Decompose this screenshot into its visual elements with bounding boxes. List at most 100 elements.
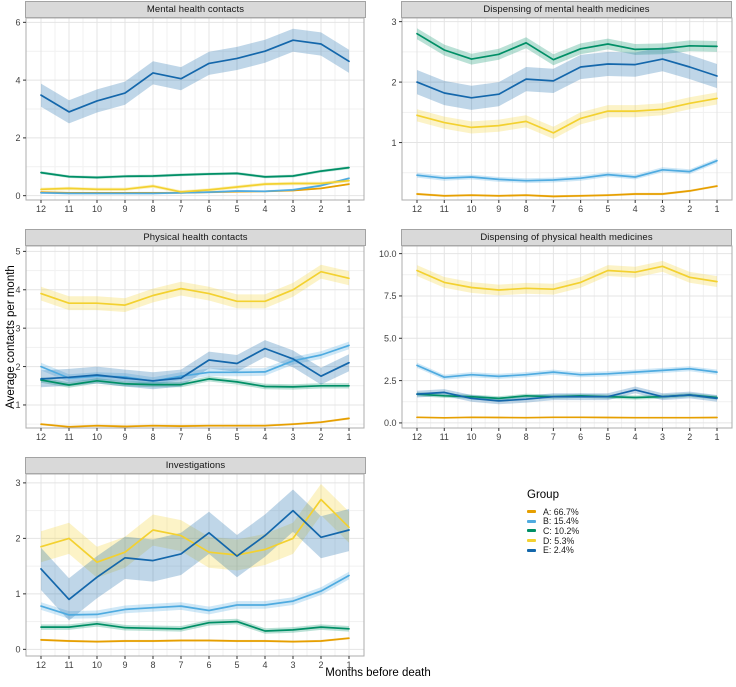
svg-text:3: 3 bbox=[660, 204, 665, 214]
legend-item-C: C: 10.2% bbox=[527, 526, 657, 536]
svg-text:3: 3 bbox=[15, 323, 20, 333]
svg-text:10: 10 bbox=[467, 432, 477, 442]
svg-text:6: 6 bbox=[206, 204, 211, 214]
svg-text:3: 3 bbox=[290, 204, 295, 214]
svg-text:7: 7 bbox=[178, 432, 183, 442]
svg-text:1: 1 bbox=[391, 138, 396, 148]
svg-text:11: 11 bbox=[64, 204, 73, 214]
legend-items: A: 66.7% B: 15.4% C: 10.2% D: 5.3% E: 2.4% bbox=[527, 507, 657, 555]
svg-text:8: 8 bbox=[150, 432, 155, 442]
svg-text:4: 4 bbox=[633, 432, 638, 442]
svg-text:8: 8 bbox=[150, 204, 155, 214]
svg-text:2: 2 bbox=[318, 204, 323, 214]
svg-text:8: 8 bbox=[524, 204, 529, 214]
svg-text:3: 3 bbox=[660, 432, 665, 442]
facet-investigations: Investigations 0 1 2 3 12 11 10 9 8 7 6 5 4 3 2 1 bbox=[0, 456, 368, 684]
svg-text:7: 7 bbox=[551, 204, 556, 214]
svg-text:3: 3 bbox=[290, 660, 295, 670]
svg-text:1: 1 bbox=[15, 589, 20, 599]
svg-text:12: 12 bbox=[36, 204, 46, 214]
svg-text:8: 8 bbox=[524, 432, 529, 442]
facet-physical-health-contacts: Physical health contacts 1 2 3 4 5 12 11 10 9 8 7 6… bbox=[0, 228, 368, 456]
svg-text:6: 6 bbox=[15, 18, 20, 28]
svg-text:12: 12 bbox=[36, 660, 46, 670]
panel-plot-dispensing-physical-health-medicines: 0.0 2.5 5.0 7.5 10.0 12 11 10 9 8 7 6 5 4 3 2 1 bbox=[379, 245, 733, 442]
svg-text:10: 10 bbox=[467, 204, 477, 214]
svg-text:10: 10 bbox=[92, 660, 102, 670]
svg-text:2: 2 bbox=[318, 660, 323, 670]
legend-label: E: 2.4% bbox=[543, 545, 574, 556]
svg-text:1: 1 bbox=[346, 660, 351, 670]
svg-text:4: 4 bbox=[15, 285, 20, 295]
svg-text:2: 2 bbox=[318, 432, 323, 442]
svg-text:5: 5 bbox=[234, 432, 239, 442]
legend-key-line-D bbox=[527, 539, 536, 543]
svg-text:7.5: 7.5 bbox=[384, 291, 397, 301]
svg-text:4: 4 bbox=[262, 204, 267, 214]
svg-text:12: 12 bbox=[412, 204, 422, 214]
legend-item-B: B: 15.4% bbox=[527, 516, 657, 526]
legend: Group A: 66.7% B: 15.4% C: 10.2% D: 5.3% E: … bbox=[527, 489, 657, 555]
svg-text:3: 3 bbox=[290, 432, 295, 442]
svg-text:2: 2 bbox=[687, 432, 692, 442]
svg-text:9: 9 bbox=[122, 204, 127, 214]
svg-text:0: 0 bbox=[15, 191, 20, 201]
svg-text:11: 11 bbox=[64, 660, 73, 670]
svg-text:10.0: 10.0 bbox=[379, 249, 397, 259]
svg-text:11: 11 bbox=[64, 432, 73, 442]
svg-text:4: 4 bbox=[15, 75, 20, 85]
svg-text:2: 2 bbox=[15, 534, 20, 544]
svg-text:0: 0 bbox=[15, 645, 20, 655]
facet-dispensing-physical-health-medicines: Dispensing of physical health medicines … bbox=[368, 228, 736, 456]
svg-text:6: 6 bbox=[206, 432, 211, 442]
svg-text:0.0: 0.0 bbox=[384, 418, 397, 428]
svg-text:4: 4 bbox=[262, 432, 267, 442]
svg-text:4: 4 bbox=[633, 204, 638, 214]
svg-text:6: 6 bbox=[578, 204, 583, 214]
svg-text:5: 5 bbox=[234, 204, 239, 214]
facet-mental-health-contacts: Mental health contacts 0 2 4 6 12 11 10 9 8 7 6 5 4 3… bbox=[0, 0, 368, 228]
svg-text:10: 10 bbox=[92, 204, 102, 214]
svg-text:6: 6 bbox=[206, 660, 211, 670]
svg-text:5: 5 bbox=[234, 660, 239, 670]
legend-label: C: 10.2% bbox=[543, 525, 580, 536]
svg-text:8: 8 bbox=[150, 660, 155, 670]
svg-text:5.0: 5.0 bbox=[384, 333, 397, 343]
svg-text:2.5: 2.5 bbox=[384, 376, 397, 386]
svg-text:5: 5 bbox=[605, 204, 610, 214]
legend-item-D: D: 5.3% bbox=[527, 536, 657, 546]
svg-text:1: 1 bbox=[714, 432, 719, 442]
legend-key-line-B bbox=[527, 519, 536, 523]
legend-key-line-A bbox=[527, 510, 536, 514]
svg-text:5: 5 bbox=[605, 432, 610, 442]
svg-text:5: 5 bbox=[15, 247, 20, 257]
svg-text:1: 1 bbox=[346, 432, 351, 442]
svg-text:6: 6 bbox=[578, 432, 583, 442]
svg-text:3: 3 bbox=[391, 17, 396, 27]
svg-text:10: 10 bbox=[92, 432, 102, 442]
legend-key-line-C bbox=[527, 529, 536, 533]
svg-text:9: 9 bbox=[122, 432, 127, 442]
legend-label: D: 5.3% bbox=[543, 535, 575, 546]
svg-text:3: 3 bbox=[15, 478, 20, 488]
panel-plot-mental-health-contacts: 0 2 4 6 12 11 10 9 8 7 6 5 4 3 2 1 bbox=[15, 17, 365, 214]
svg-text:12: 12 bbox=[36, 432, 46, 442]
svg-text:9: 9 bbox=[122, 660, 127, 670]
svg-text:7: 7 bbox=[178, 660, 183, 670]
y-axis-title: Average contacts per month bbox=[5, 265, 17, 409]
svg-text:2: 2 bbox=[687, 204, 692, 214]
svg-text:9: 9 bbox=[496, 432, 501, 442]
svg-text:1: 1 bbox=[714, 204, 719, 214]
svg-text:2: 2 bbox=[15, 133, 20, 143]
svg-text:4: 4 bbox=[262, 660, 267, 670]
legend-item-A: A: 66.7% bbox=[527, 507, 657, 517]
svg-text:2: 2 bbox=[391, 77, 396, 87]
svg-text:11: 11 bbox=[440, 204, 449, 214]
svg-text:9: 9 bbox=[496, 204, 501, 214]
svg-text:12: 12 bbox=[412, 432, 422, 442]
svg-text:7: 7 bbox=[178, 204, 183, 214]
